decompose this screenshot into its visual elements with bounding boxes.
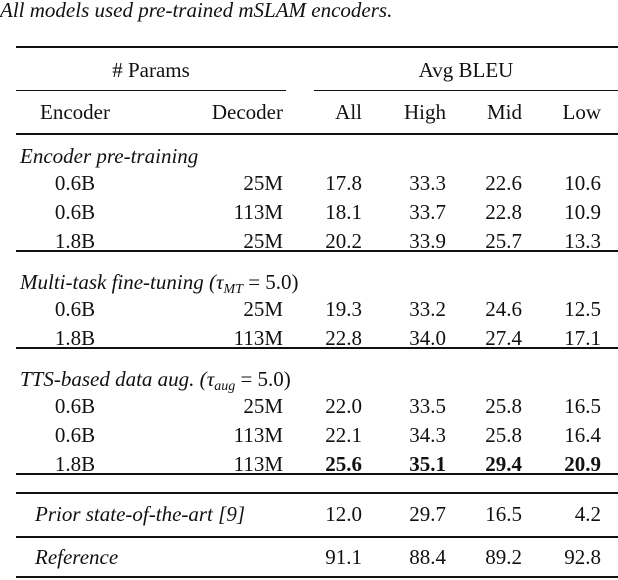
table-cell: 12.5 xyxy=(564,297,601,321)
table-cell: 17.8 xyxy=(325,171,362,195)
table-cell: 29.4 xyxy=(485,452,522,476)
table-cell: 25M xyxy=(243,394,283,418)
table-cell: 34.0 xyxy=(409,326,446,350)
table-cell: 0.6B xyxy=(54,171,96,195)
table-cell: 10.6 xyxy=(564,171,601,195)
table-cell: 18.1 xyxy=(325,200,362,224)
table-cell: 22.0 xyxy=(325,394,362,418)
section-title: TTS-based data aug. (τaug = 5.0) xyxy=(20,367,291,394)
table-cell: 17.1 xyxy=(564,326,601,350)
prior-label: Prior state-of-the-art [9] xyxy=(35,502,245,526)
tau-value: = 5.0) xyxy=(235,367,291,391)
column-header-encoder: Encoder xyxy=(40,100,110,124)
table-cell: 16.4 xyxy=(564,423,601,447)
table-cell: 33.5 xyxy=(409,394,446,418)
section-rule xyxy=(16,347,618,349)
tau-value: = 5.0) xyxy=(242,270,299,294)
section-rule xyxy=(16,250,618,252)
table-cell: 88.4 xyxy=(409,545,446,569)
table-cell: 12.0 xyxy=(325,502,362,526)
table-cell: 25M xyxy=(243,297,283,321)
table-cell: 22.6 xyxy=(485,171,522,195)
table-cell: 89.2 xyxy=(485,545,522,569)
table-cell: 1.8B xyxy=(54,326,96,350)
table-cell: 13.3 xyxy=(564,229,601,253)
table-rule xyxy=(16,576,618,578)
table-caption: All models used pre-trained mSLAM encode… xyxy=(0,0,393,22)
table-cell: 25.7 xyxy=(485,229,522,253)
section-rule xyxy=(16,473,618,475)
table-rule xyxy=(16,133,618,135)
table-cell: 19.3 xyxy=(325,297,362,321)
table-cell: 1.8B xyxy=(54,229,96,253)
column-header-high: High xyxy=(404,100,446,124)
table-cell: 16.5 xyxy=(564,394,601,418)
table-cell: 33.3 xyxy=(409,171,446,195)
cmidrule-params xyxy=(16,90,286,91)
header-bleu-group: Avg BLEU xyxy=(418,58,514,82)
table-cell: 113M xyxy=(233,200,283,224)
table-cell: 22.8 xyxy=(325,326,362,350)
table-cell: 20.2 xyxy=(325,229,362,253)
cmidrule-bleu xyxy=(314,90,618,91)
table-cell: 25M xyxy=(243,171,283,195)
column-header-mid: Mid xyxy=(486,100,522,124)
section-title-text: TTS-based data aug. ( xyxy=(20,367,207,391)
table-cell: 0.6B xyxy=(54,200,96,224)
section-title: Encoder pre-training xyxy=(20,144,198,168)
table-rule xyxy=(16,536,618,538)
table-cell: 0.6B xyxy=(54,423,96,447)
table-cell: 20.9 xyxy=(564,452,601,476)
table-cell: 0.6B xyxy=(54,297,96,321)
section-title: Multi-task fine-tuning (τMT = 5.0) xyxy=(20,270,299,297)
table-cell: 25.8 xyxy=(485,394,522,418)
table-cell: 113M xyxy=(233,452,283,476)
table-cell: 92.8 xyxy=(564,545,601,569)
table-cell: 29.7 xyxy=(409,502,446,526)
column-header-low: Low xyxy=(562,100,602,124)
table-cell: 25M xyxy=(243,229,283,253)
table-cell: 16.5 xyxy=(485,502,522,526)
table-cell: 113M xyxy=(233,423,283,447)
table-cell: 35.1 xyxy=(409,452,446,476)
table-cell: 33.2 xyxy=(409,297,446,321)
table-cell: 0.6B xyxy=(54,394,96,418)
reference-label: Reference xyxy=(35,545,119,569)
table-cell: 91.1 xyxy=(325,545,362,569)
table-cell: 27.4 xyxy=(485,326,522,350)
column-header-all: All xyxy=(335,100,362,124)
tau-subscript: MT xyxy=(223,282,243,297)
table-cell: 22.1 xyxy=(325,423,362,447)
column-header-decoder: Decoder xyxy=(211,100,283,124)
table-rule xyxy=(16,492,618,494)
table-cell: 4.2 xyxy=(574,502,601,526)
table-cell: 24.6 xyxy=(485,297,522,321)
tau-symbol: τ xyxy=(215,270,224,294)
table-rule xyxy=(16,46,618,48)
table-cell: 22.8 xyxy=(485,200,522,224)
header-params-group: # Params xyxy=(112,58,190,82)
table-cell: 1.8B xyxy=(54,452,96,476)
table-cell: 33.7 xyxy=(409,200,446,224)
table-cell: 25.8 xyxy=(485,423,522,447)
table-cell: 10.9 xyxy=(564,200,601,224)
tau-symbol: τ xyxy=(206,367,215,391)
table-cell: 34.3 xyxy=(409,423,446,447)
tau-subscript: aug xyxy=(214,379,236,394)
section-title-text: Multi-task fine-tuning ( xyxy=(20,270,216,294)
table-cell: 33.9 xyxy=(409,229,446,253)
table-cell: 25.6 xyxy=(325,452,362,476)
section-title-text: Encoder pre-training xyxy=(20,144,199,168)
table-cell: 113M xyxy=(233,326,283,350)
